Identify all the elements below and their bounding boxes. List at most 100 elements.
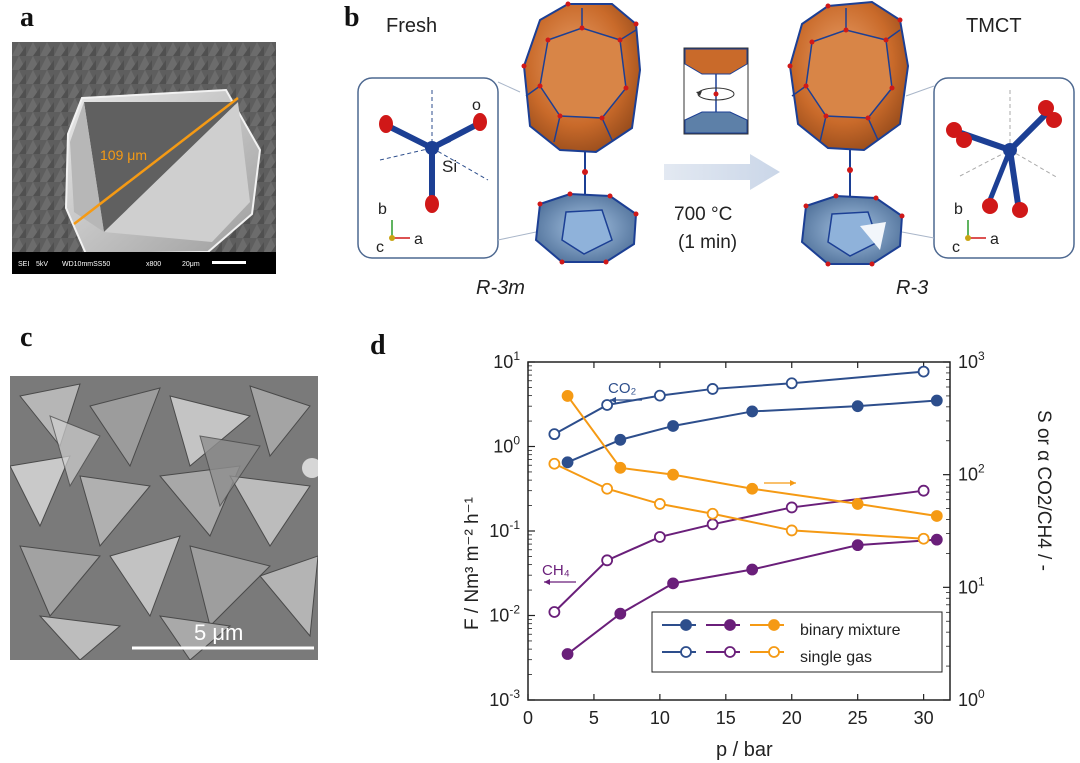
sem-scale-label: 20μm	[182, 261, 200, 268]
data-point	[917, 532, 930, 545]
x-tick-label: 25	[848, 708, 868, 728]
y-right-tick-label: 103	[958, 349, 985, 372]
x-tick-label: 5	[589, 708, 599, 728]
data-point	[785, 501, 798, 514]
data-point	[851, 400, 864, 413]
legend-marker	[768, 619, 780, 631]
data-point	[746, 405, 759, 418]
data-point	[785, 377, 798, 390]
y-right-tick-label: 101	[958, 574, 985, 597]
x-tick-label: 10	[650, 708, 670, 728]
y-right-label: S or α CO2/CH4 / -	[1033, 410, 1054, 571]
x-tick-label: 15	[716, 708, 736, 728]
data-point	[917, 484, 930, 497]
legend-single-label: single gas	[800, 649, 872, 666]
legend-marker	[724, 646, 736, 658]
data-point	[601, 399, 614, 411]
data-point	[667, 420, 679, 432]
condition-temp: 700 °C	[674, 204, 732, 225]
y-left-tick-label: 10-3	[489, 687, 520, 710]
legend-binary-label: binary mixture	[800, 622, 901, 639]
condition-time: (1 min)	[678, 232, 737, 253]
tmct-label: TMCT	[966, 15, 1022, 37]
fresh-sio4-tetrahedron	[379, 90, 489, 213]
tmct-axis-a: a	[990, 231, 999, 248]
legend-marker	[724, 619, 736, 631]
fresh-axis-a: a	[414, 231, 423, 248]
panel-a-letter: a	[20, 2, 34, 33]
series-line-0	[553, 370, 924, 436]
sem-voltage: 5kV	[36, 261, 48, 268]
data-point	[706, 518, 719, 531]
data-point	[930, 394, 943, 407]
sem-detector: SEI	[18, 261, 29, 268]
data-point	[548, 606, 561, 618]
y-left-tick-label: 10-2	[489, 603, 520, 626]
x-tick-label: 0	[523, 708, 533, 728]
x-tick-label: 30	[914, 708, 934, 728]
data-point	[561, 456, 574, 469]
tmct-sio4-tetrahedron	[946, 90, 1062, 218]
fresh-connector-top	[497, 81, 521, 93]
data-point	[746, 482, 759, 495]
data-point	[548, 428, 561, 441]
panel-d-chart: 0 5 10 15 20 25 30 10-3 10-2 10-1 100 101 100 101 102 1…	[462, 349, 1054, 761]
data-point	[930, 533, 943, 546]
data-point	[667, 577, 679, 590]
data-point	[614, 433, 627, 446]
panel-b-letter: b	[344, 2, 360, 33]
x-tick-label: 20	[782, 708, 802, 728]
fresh-large-cage	[521, 1, 642, 154]
panel-b-structure-figure: o Si b c a Fresh 700 °C (1 min)	[357, 0, 1075, 299]
series-line-5	[553, 462, 924, 540]
panel-c-letter: c	[20, 322, 33, 353]
space-group-left: R-3m	[476, 277, 525, 299]
y-right-tick-label: 100	[958, 687, 985, 710]
y-right-tick-label: 102	[958, 462, 985, 485]
series-line-3	[566, 538, 937, 655]
tmct-axis-b: b	[954, 201, 963, 218]
data-point	[601, 554, 614, 567]
data-point	[917, 365, 930, 378]
tmct-small-cage	[800, 193, 905, 267]
tmct-axis-c: c	[952, 239, 960, 256]
tmct-connector-bottom	[901, 231, 935, 239]
data-point	[561, 390, 574, 402]
data-point	[601, 482, 614, 495]
measure-label: 109 μm	[100, 147, 147, 163]
atom-label-o: o	[472, 97, 481, 114]
sem-settings: WD10mmSS50	[62, 261, 110, 268]
space-group-right: R-3	[896, 277, 928, 299]
data-point	[667, 468, 679, 481]
panel-c-sem-image: 5 μm	[9, 376, 322, 661]
legend: binary mixture single gas	[651, 611, 943, 673]
y-left-tick-label: 100	[493, 434, 520, 457]
y-left-tick-label: 10-1	[489, 518, 520, 541]
data-point	[614, 461, 627, 474]
fresh-small-cage	[534, 191, 639, 265]
y-left-tick-label: 101	[493, 349, 520, 372]
data-point	[706, 383, 719, 395]
data-point	[653, 389, 666, 402]
data-point	[561, 648, 574, 660]
fresh-axis-c: c	[376, 239, 384, 256]
series-line-4	[566, 395, 937, 517]
scale-label-c: 5 μm	[194, 620, 243, 645]
data-point	[930, 510, 943, 522]
fresh-connector-bottom	[497, 231, 537, 241]
data-point	[614, 607, 627, 620]
y-left-label: F / Nm³ m⁻² h⁻¹	[462, 497, 483, 630]
label-co2: CO₂	[608, 380, 637, 397]
tmct-axis-triad	[965, 220, 986, 241]
legend-marker	[680, 646, 692, 658]
legend-marker	[768, 646, 780, 658]
data-point	[746, 563, 759, 576]
atom-label-si: Si	[442, 157, 457, 176]
data-point	[653, 531, 666, 543]
data-point	[851, 539, 864, 552]
fresh-label: Fresh	[386, 15, 437, 37]
panel-a-sem-image: 109 μm SEI 5kV WD10mmSS50 x800 20μm	[12, 42, 276, 274]
legend-marker	[680, 619, 692, 631]
data-point	[548, 457, 561, 470]
x-axis-label: p / bar	[716, 739, 773, 761]
